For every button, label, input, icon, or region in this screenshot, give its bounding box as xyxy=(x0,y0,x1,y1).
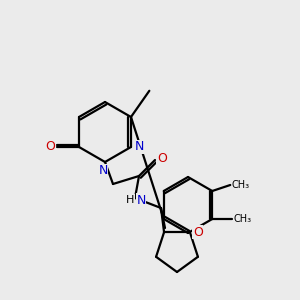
Text: CH₃: CH₃ xyxy=(233,214,251,224)
Text: H: H xyxy=(126,195,134,205)
Text: N: N xyxy=(136,194,146,206)
Text: O: O xyxy=(45,140,55,154)
Text: O: O xyxy=(157,152,167,164)
Text: N: N xyxy=(134,140,144,154)
Text: O: O xyxy=(193,226,203,239)
Text: CH₃: CH₃ xyxy=(231,180,249,190)
Text: N: N xyxy=(98,164,108,178)
